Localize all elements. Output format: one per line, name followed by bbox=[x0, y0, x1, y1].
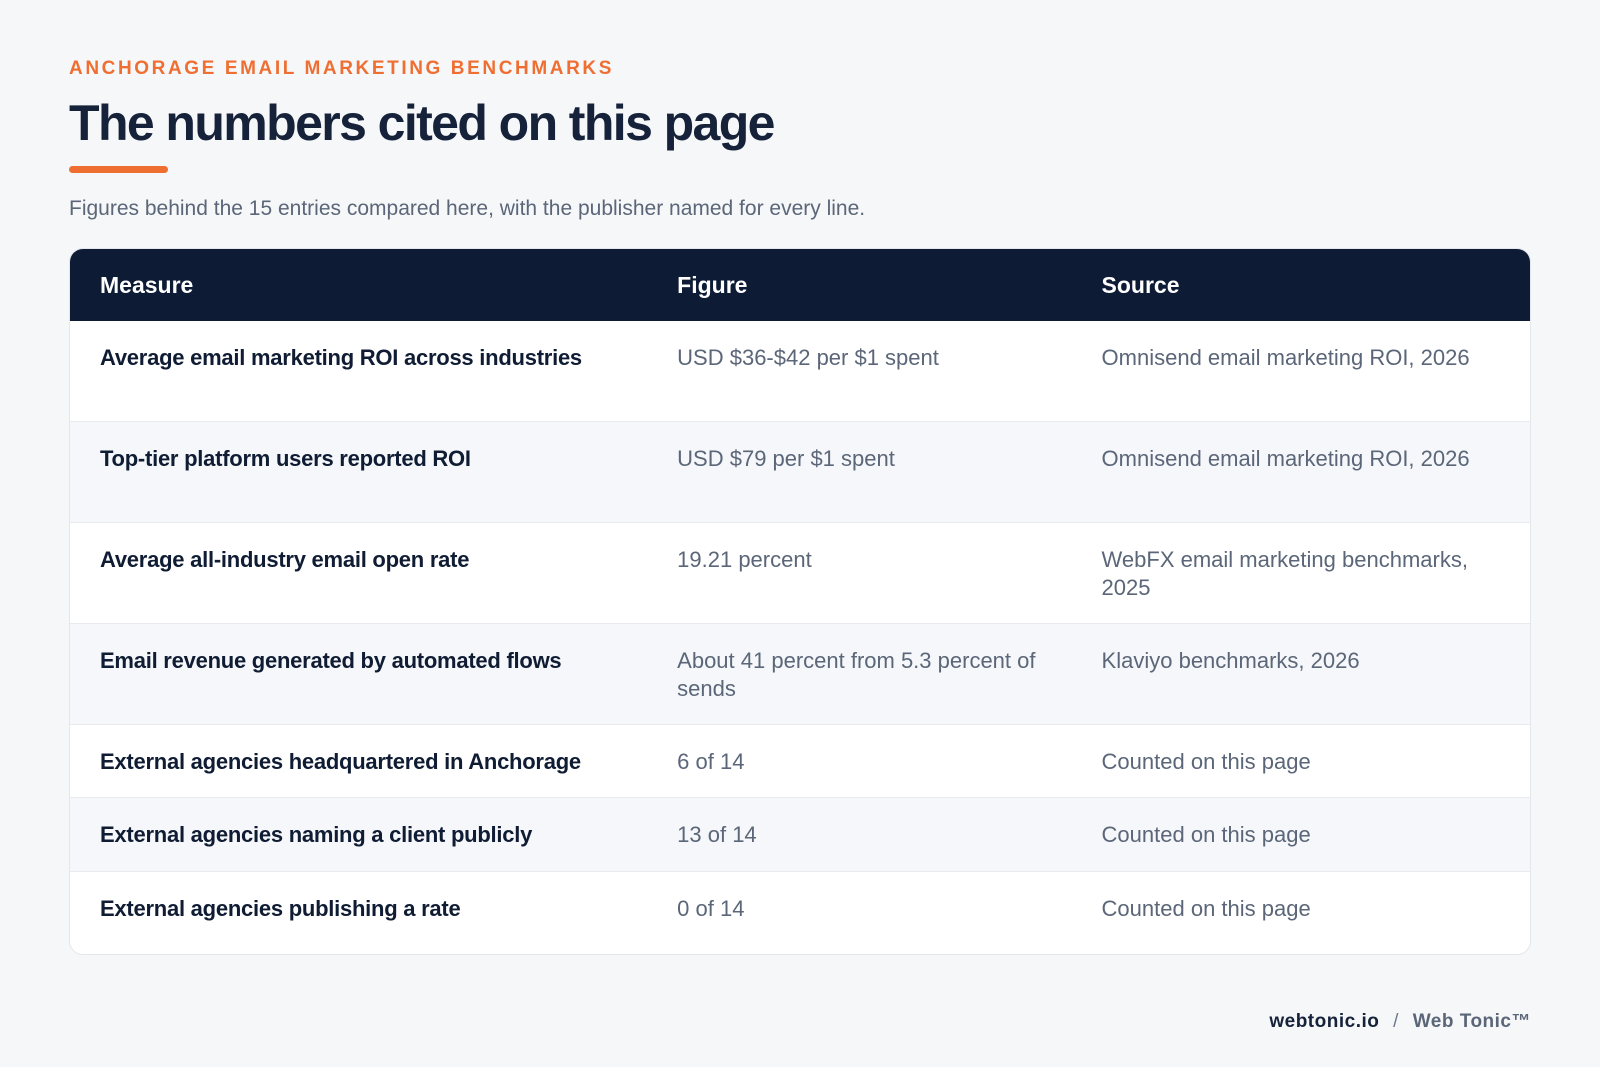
figure-cell: USD $36-$42 per $1 spent bbox=[677, 345, 939, 370]
table-body: Average email marketing ROI across indus… bbox=[70, 321, 1530, 945]
measure-cell: External agencies publishing a rate bbox=[100, 896, 461, 921]
measure-cell: Top-tier platform users reported ROI bbox=[100, 446, 471, 471]
source-cell: WebFX email marketing benchmarks, 2025 bbox=[1101, 547, 1468, 600]
measure-cell: Average email marketing ROI across indus… bbox=[100, 345, 582, 370]
benchmark-table: Measure Figure Source Average email mark… bbox=[69, 248, 1531, 955]
table-row: Email revenue generated by automated flo… bbox=[70, 624, 1530, 725]
title-accent-bar bbox=[69, 166, 168, 173]
table-row: External agencies naming a client public… bbox=[70, 798, 1530, 872]
figure-cell: USD $79 per $1 spent bbox=[677, 446, 895, 471]
measure-cell: Average all-industry email open rate bbox=[100, 547, 470, 572]
brand-footer: webtonic.io / Web Tonic™ bbox=[1269, 1011, 1531, 1033]
table-row: Top-tier platform users reported ROI USD… bbox=[70, 422, 1530, 523]
source-cell: Klaviyo benchmarks, 2026 bbox=[1101, 648, 1360, 673]
source-column-header: Source bbox=[1101, 271, 1180, 298]
source-cell: Counted on this page bbox=[1101, 822, 1311, 847]
page-title: The numbers cited on this page bbox=[69, 95, 775, 151]
source-cell: Omnisend email marketing ROI, 2026 bbox=[1101, 446, 1470, 471]
source-cell: Counted on this page bbox=[1101, 749, 1311, 774]
table-row: External agencies headquartered in Ancho… bbox=[70, 725, 1530, 798]
table-header-row: Measure Figure Source bbox=[70, 249, 1530, 321]
figure-cell: 6 of 14 bbox=[677, 749, 745, 774]
footer-separator: / bbox=[1393, 1011, 1399, 1032]
figure-cell: 19.21 percent bbox=[677, 547, 812, 572]
source-cell: Counted on this page bbox=[1101, 896, 1311, 921]
figure-column-header: Figure bbox=[677, 271, 748, 298]
table-row: Average all-industry email open rate 19.… bbox=[70, 523, 1530, 624]
table-row: External agencies publishing a rate 0 of… bbox=[70, 872, 1530, 945]
measure-cell: External agencies headquartered in Ancho… bbox=[100, 749, 581, 774]
figure-cell: About 41 percent from 5.3 percent of sen… bbox=[677, 648, 1036, 701]
source-cell: Omnisend email marketing ROI, 2026 bbox=[1101, 345, 1470, 370]
table-row: Average email marketing ROI across indus… bbox=[70, 321, 1530, 422]
eyebrow-label: ANCHORAGE EMAIL MARKETING BENCHMARKS bbox=[69, 58, 615, 79]
measure-column-header: Measure bbox=[100, 271, 194, 298]
figure-cell: 13 of 14 bbox=[677, 822, 757, 847]
footer-domain: webtonic.io bbox=[1269, 1011, 1380, 1032]
measure-cell: Email revenue generated by automated flo… bbox=[100, 648, 562, 673]
page-subtitle: Figures behind the 15 entries compared h… bbox=[69, 197, 866, 220]
figure-cell: 0 of 14 bbox=[677, 896, 745, 921]
measure-cell: External agencies naming a client public… bbox=[100, 822, 533, 847]
footer-brand-name: Web Tonic™ bbox=[1412, 1011, 1531, 1032]
